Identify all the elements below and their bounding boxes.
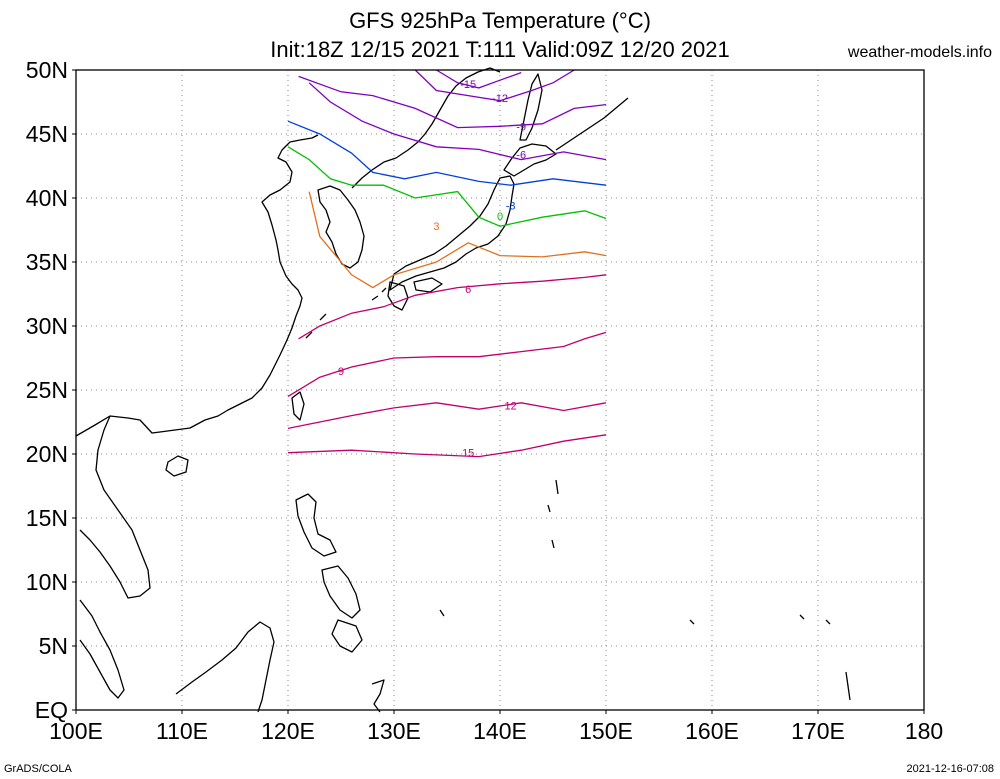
contour-line <box>287 120 607 186</box>
lon-tick-label: 130E <box>367 718 421 744</box>
lat-tick-label: 25N <box>26 377 68 403</box>
lon-tick-label: 160E <box>685 718 739 744</box>
contour-line <box>436 69 522 89</box>
coast-kurils <box>555 97 629 151</box>
coast-islands <box>439 479 851 701</box>
contour-line <box>308 82 607 161</box>
lat-tick-label: 20N <box>26 441 68 467</box>
coast-indochina <box>79 415 151 599</box>
grid-lines <box>76 70 924 710</box>
coast-luzon <box>295 493 337 557</box>
contour-line <box>414 69 575 102</box>
coast-honshu <box>389 175 515 291</box>
contour-label: -6 <box>516 149 526 161</box>
lat-tick-label: 45N <box>26 121 68 147</box>
contour-line <box>287 402 607 430</box>
contour-label: 9 <box>338 366 344 378</box>
lat-tick-label: 30N <box>26 313 68 339</box>
title-line-1: GFS 925hPa Temperature (°C) <box>349 8 651 33</box>
lat-tick-label: 40N <box>26 185 68 211</box>
coast-visayas <box>321 565 361 619</box>
coast-malay <box>79 599 125 699</box>
coast-sakhalin <box>519 73 543 141</box>
lon-tick-label: 140E <box>473 718 527 744</box>
coast-borneo <box>175 621 275 713</box>
map-axes: 100E 110E 120E 130E 140E 150E 160E 170E 180 EQ 5N 1… <box>26 57 943 744</box>
coast-china <box>75 134 319 437</box>
coast-mindanao <box>331 619 363 653</box>
contour-label: 6 <box>465 284 471 296</box>
site-credit[interactable]: weather-models.info <box>847 44 992 61</box>
coast-russia <box>351 67 501 189</box>
contour-label: -12 <box>492 93 508 105</box>
lon-tick-label: 150E <box>579 718 633 744</box>
lat-tick-label: 35N <box>26 249 68 275</box>
footer-software: GrADS/COLA <box>4 763 72 775</box>
contour-label: -9 <box>516 121 526 133</box>
title-line-2: Init:18Z 12/15 2021 T:111 Valid:09Z 12/2… <box>270 37 730 62</box>
coast-taiwan <box>291 391 305 421</box>
contour-label: 3 <box>433 221 439 233</box>
coast-sulawesi <box>371 679 385 713</box>
lon-tick-label: 120E <box>261 718 315 744</box>
contour-line <box>308 191 607 289</box>
contour-label: -15 <box>460 79 476 91</box>
lon-tick-label: 170E <box>791 718 845 744</box>
map-frame <box>75 69 925 711</box>
lon-tick-label: 180 <box>905 718 943 744</box>
coast-hokkaido <box>503 143 557 177</box>
contour-label: 0 <box>497 211 503 223</box>
coast-shikoku <box>413 277 443 293</box>
lat-tick-label: EQ <box>35 697 68 723</box>
lon-tick-label: 110E <box>156 718 208 744</box>
contour-label: 12 <box>504 400 516 412</box>
contour-line <box>287 331 607 397</box>
contour-line <box>298 75 607 129</box>
contour-line <box>287 434 607 458</box>
lat-tick-label: 5N <box>39 633 68 659</box>
coast-kyushu <box>387 281 409 311</box>
coast-ryukyu <box>305 287 387 339</box>
temperature-contours: 15 12 9 6 3 0-3 -6 -9 -12 -15 <box>287 69 607 460</box>
footer-timestamp: 2021-12-16-07:08 <box>906 763 994 775</box>
contour-line <box>298 274 607 340</box>
lat-tick-label: 15N <box>26 505 68 531</box>
lon-tick-label: 100E <box>49 718 103 744</box>
lat-tick-label: 10N <box>26 569 68 595</box>
coast-korea <box>317 185 365 269</box>
coastlines <box>75 67 851 713</box>
contour-label: -3 <box>506 201 516 213</box>
coast-hainan <box>165 455 189 477</box>
lat-tick-label: 50N <box>26 57 68 83</box>
contour-line <box>287 146 607 227</box>
contour-label: 15 <box>462 448 474 460</box>
